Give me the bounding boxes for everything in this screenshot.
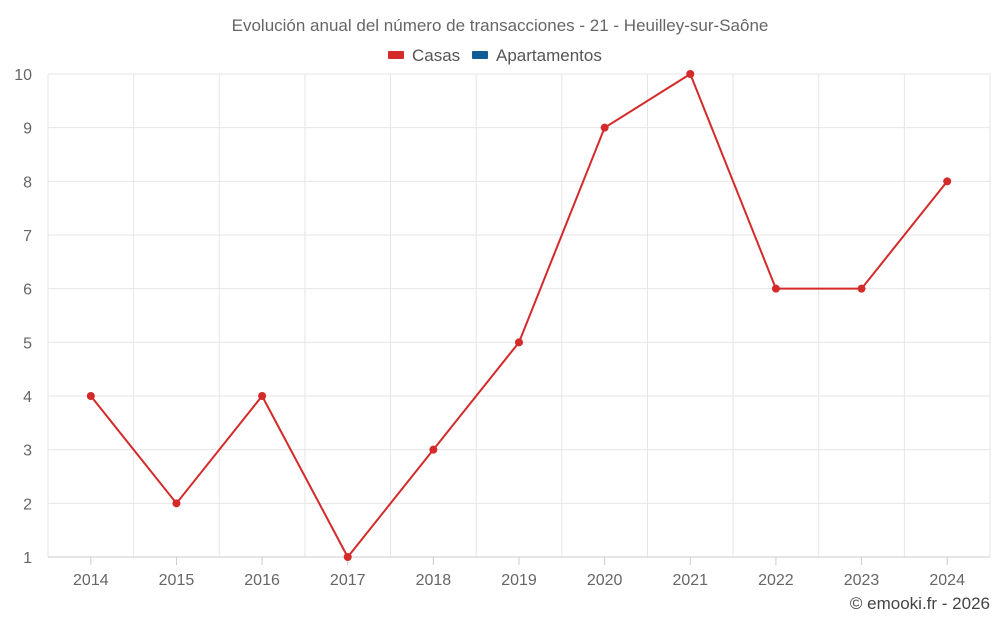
- legend-label-apartamentos[interactable]: Apartamentos: [496, 46, 602, 65]
- data-point-casas-2018[interactable]: [429, 445, 438, 454]
- x-tick-label: 2023: [844, 572, 880, 589]
- legend: Casas Apartamentos: [388, 46, 602, 65]
- y-tick-label: 1: [23, 550, 32, 567]
- x-tick-label: 2018: [416, 572, 452, 589]
- x-tick-label: 2017: [330, 572, 366, 589]
- y-tick-label: 6: [23, 282, 32, 299]
- y-tick-label: 8: [23, 174, 32, 191]
- x-tick-label: 2015: [159, 572, 195, 589]
- legend-swatch-casas: [388, 51, 404, 59]
- y-tick-label: 3: [23, 443, 32, 460]
- data-point-casas-2023[interactable]: [857, 284, 866, 293]
- x-tick-label: 2024: [929, 572, 965, 589]
- x-tick-label: 2022: [758, 572, 794, 589]
- credit-text: © emooki.fr - 2026: [850, 594, 990, 613]
- y-tick-label: 4: [23, 389, 32, 406]
- data-point-casas-2015[interactable]: [172, 499, 181, 508]
- series-casas: [86, 70, 952, 561]
- data-point-casas-2017[interactable]: [343, 553, 352, 561]
- x-tick-label: 2020: [587, 572, 623, 589]
- data-point-casas-2016[interactable]: [258, 392, 267, 400]
- y-tick-label: 7: [23, 228, 32, 245]
- grid: [47, 73, 991, 557]
- data-point-casas-2022[interactable]: [771, 284, 780, 293]
- x-tick-label: 2021: [672, 572, 708, 589]
- data-point-casas-2019[interactable]: [515, 338, 523, 347]
- data-point-casas-2021[interactable]: [686, 70, 695, 78]
- data-point-casas-2024[interactable]: [943, 177, 952, 186]
- legend-label-casas[interactable]: Casas: [412, 46, 460, 65]
- y-tick-label: 9: [23, 121, 32, 138]
- chart-title: Evolución anual del número de transaccio…: [232, 16, 769, 35]
- y-tick-label: 10: [14, 67, 32, 84]
- x-axis: 2014 2015 2016 2017 2018 2019 2020 2021 2022 2023…: [48, 556, 990, 589]
- y-tick-label: 5: [23, 335, 32, 352]
- y-tick-label: 2: [23, 496, 32, 513]
- data-point-casas-2014[interactable]: [86, 392, 95, 400]
- x-tick-label: 2014: [73, 572, 109, 589]
- x-tick-label: 2016: [244, 572, 280, 589]
- legend-swatch-apartamentos: [472, 51, 488, 59]
- x-tick-label: 2019: [501, 572, 537, 589]
- y-axis: 1 2 3 4 5 6 7 8 9 10: [14, 67, 32, 567]
- data-point-casas-2020[interactable]: [600, 123, 609, 132]
